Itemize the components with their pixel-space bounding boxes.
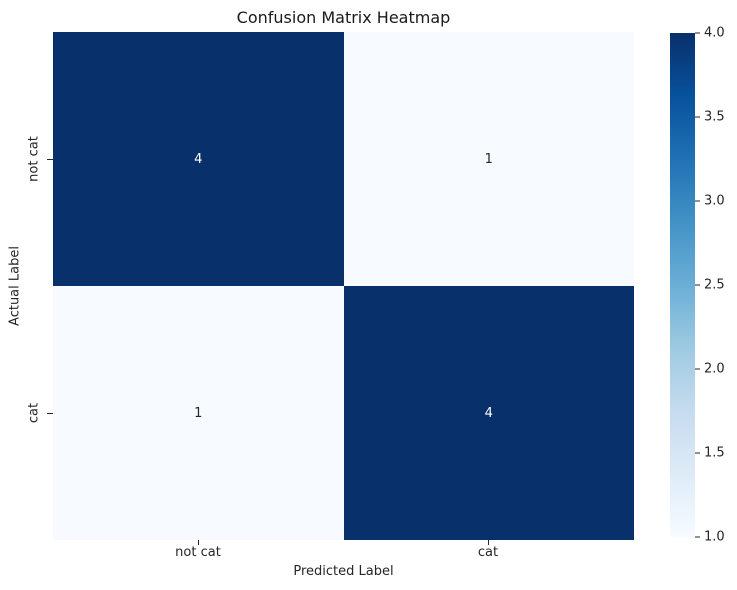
y-axis-label: Actual Label (7, 246, 23, 326)
colorbar-tick-mark (695, 284, 700, 286)
chart-title: Confusion Matrix Heatmap (236, 8, 451, 27)
colorbar-tick-label: 1.5 (704, 445, 725, 461)
colorbar-tick-label: 2.0 (704, 361, 725, 377)
colorbar-tick-mark (695, 452, 700, 454)
x-tick-label-not-cat: not cat (175, 545, 221, 560)
colorbar-tick: 1.5 (695, 445, 725, 460)
colorbar-tick-mark (695, 536, 700, 538)
colorbar-tick-mark (695, 116, 700, 118)
colorbar-tick-label: 2.5 (704, 277, 725, 293)
colorbar-tick: 2.0 (695, 362, 725, 377)
cell-value: 4 (194, 151, 203, 167)
y-tick-label-not-cat: not cat (26, 136, 42, 182)
colorbar-tick-mark (695, 32, 700, 34)
y-tick-label-cat: cat (26, 402, 42, 424)
colorbar-tick-mark (695, 368, 700, 370)
colorbar-tick: 4.0 (695, 26, 725, 41)
heatmap-cell-r1c1: 4 (343, 286, 634, 540)
heatmap-grid: 4 1 1 4 (53, 32, 634, 540)
colorbar-gradient (670, 33, 695, 537)
colorbar-tick: 3.0 (695, 193, 725, 208)
colorbar-tick-label: 4.0 (704, 25, 725, 41)
heatmap-cell-r0c1: 1 (343, 32, 634, 286)
colorbar-tick: 2.5 (695, 278, 725, 293)
x-tick-mark (198, 540, 199, 545)
y-tick-mark (47, 413, 53, 414)
colorbar-tick-label: 3.5 (704, 109, 725, 125)
cell-value: 1 (484, 151, 493, 167)
colorbar-tick-label: 1.0 (704, 529, 725, 545)
heatmap-cell-r0c0: 4 (53, 32, 344, 286)
colorbar: 4.0 3.5 3.0 2.5 2.0 1.5 1.0 (670, 26, 725, 545)
colorbar-tick: 1.0 (695, 530, 725, 545)
cell-value: 4 (484, 405, 493, 421)
colorbar-tick-mark (695, 200, 700, 202)
x-axis-label: Predicted Label (293, 564, 394, 579)
x-tick-label-cat: cat (477, 545, 499, 560)
x-tick-mark (488, 540, 489, 545)
cell-value: 1 (194, 405, 203, 421)
colorbar-tick: 3.5 (695, 110, 725, 125)
colorbar-tick-label: 3.0 (704, 193, 725, 209)
heatmap-cell-r1c0: 1 (53, 286, 344, 540)
y-tick-mark (47, 159, 53, 160)
